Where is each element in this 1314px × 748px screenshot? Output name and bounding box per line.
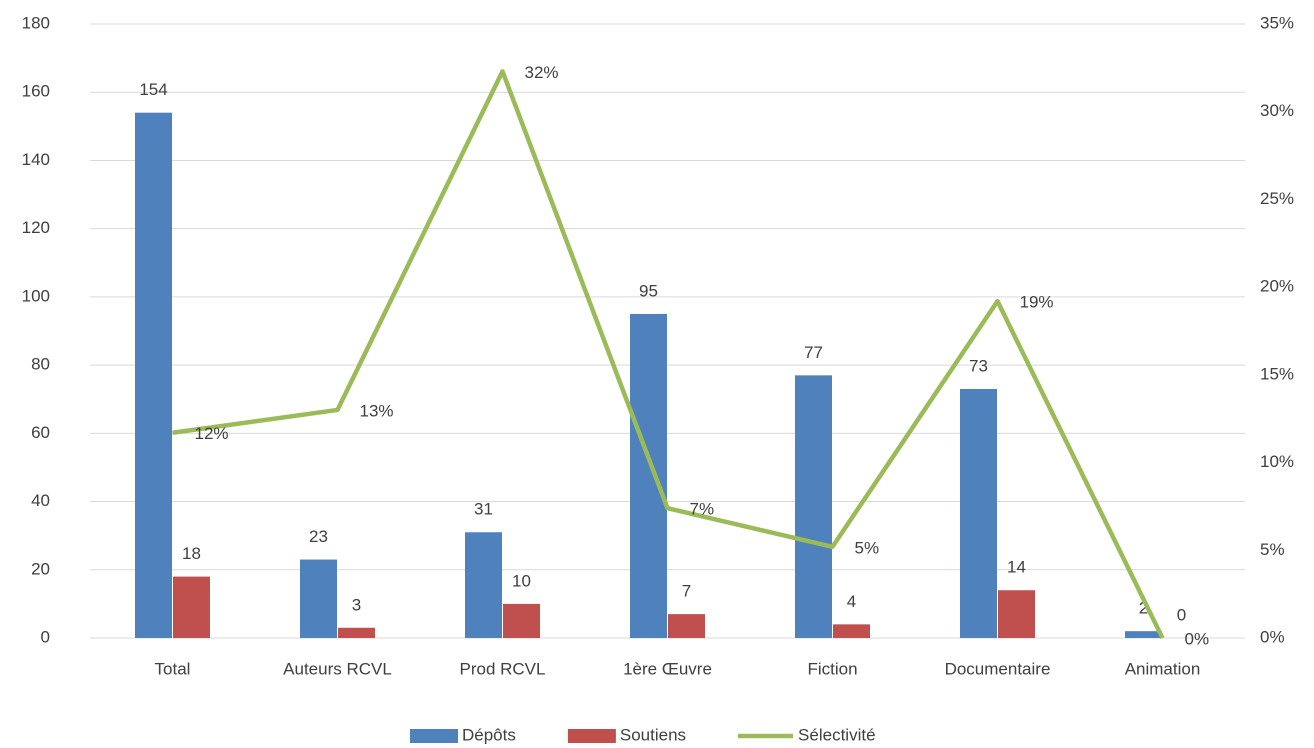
y2-tick-label: 25% (1260, 189, 1294, 208)
bar (338, 627, 375, 638)
x-tick-label: 1ère Œuvre (623, 659, 712, 678)
data-label: 7% (690, 500, 715, 519)
data-label: 13% (360, 401, 394, 420)
bar (503, 603, 540, 638)
bar (465, 532, 502, 638)
bar (300, 559, 337, 638)
legend-label: Soutiens (620, 725, 686, 744)
data-label: 23 (309, 527, 328, 546)
x-tick-label: Prod RCVL (460, 659, 546, 678)
data-label: 7 (682, 582, 691, 601)
y-tick-label: 160 (22, 82, 50, 101)
legend-label: Sélectivité (798, 725, 875, 744)
data-label: 18 (182, 544, 201, 563)
legend-swatch (567, 729, 616, 743)
data-label: 2 (1139, 599, 1148, 618)
data-label: 77 (804, 343, 823, 362)
data-label: 0 (1177, 605, 1186, 624)
x-tick-label: Total (155, 659, 191, 678)
y-tick-label: 20 (31, 559, 50, 578)
y-tick-label: 40 (31, 491, 50, 510)
y-tick-label: 100 (22, 286, 50, 305)
y-tick-label: 0 (41, 627, 50, 646)
x-tick-label: Documentaire (945, 659, 1051, 678)
bar (795, 375, 832, 638)
line (172, 69, 1165, 639)
data-label: 4 (847, 592, 856, 611)
bar (960, 388, 997, 638)
bar (833, 624, 870, 638)
y2-tick-label: 15% (1260, 364, 1294, 383)
x-tick-label: Auteurs RCVL (283, 659, 392, 678)
x-tick-label: Animation (1125, 659, 1201, 678)
y2-tick-label: 0% (1260, 627, 1285, 646)
data-label: 10 (512, 571, 531, 590)
x-tick-label: Fiction (807, 659, 857, 678)
data-label: 95 (639, 281, 658, 300)
bar (1125, 631, 1162, 638)
legend-label: Dépôts (462, 725, 516, 744)
data-label: 31 (474, 500, 493, 519)
data-label: 3 (352, 595, 361, 614)
y-tick-label: 120 (22, 218, 50, 237)
data-label: 32% (525, 63, 559, 82)
data-label: 12% (195, 424, 229, 443)
legend-swatch (410, 729, 458, 743)
data-label: 14 (1007, 558, 1026, 577)
y2-tick-label: 10% (1260, 452, 1294, 471)
data-label: 154 (139, 80, 167, 99)
bar (630, 313, 667, 638)
y2-tick-label: 20% (1260, 277, 1294, 296)
data-label: 0% (1185, 629, 1210, 648)
bar (135, 112, 172, 638)
y2-tick-label: 5% (1260, 540, 1285, 559)
bar (668, 614, 705, 638)
y-tick-label: 80 (31, 355, 50, 374)
bar (998, 590, 1035, 638)
data-label: 73 (969, 356, 988, 375)
y2-tick-label: 30% (1260, 101, 1294, 120)
y-tick-label: 140 (22, 150, 50, 169)
bar (173, 576, 210, 638)
y2-tick-label: 35% (1260, 13, 1294, 32)
y-tick-label: 60 (31, 423, 50, 442)
data-label: 5% (855, 538, 880, 557)
data-label: 19% (1020, 293, 1054, 312)
y-tick-label: 180 (22, 13, 50, 32)
